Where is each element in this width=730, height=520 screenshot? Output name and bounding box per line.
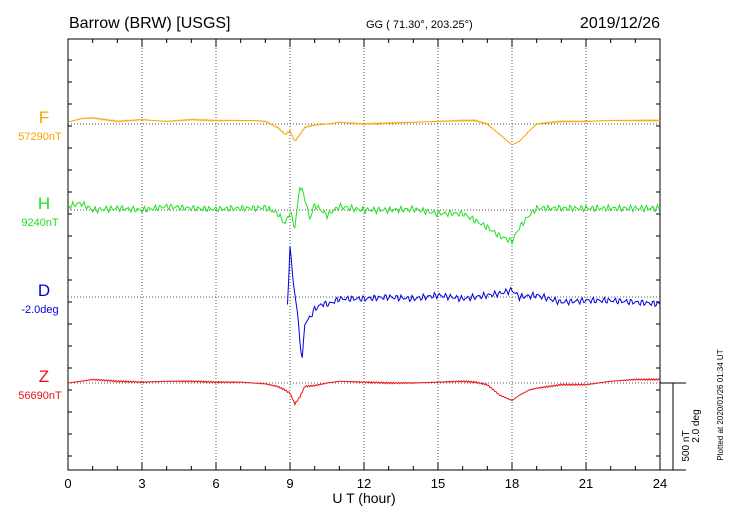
series-baseline-z: 56690nT: [18, 390, 62, 402]
x-tick-label: 3: [138, 476, 145, 491]
series-lines: [67, 116, 661, 407]
plotted-timestamp: Plotted at 2020/01/26 01:34 UT: [716, 349, 725, 460]
scale-nt-label: 500 nT: [681, 430, 692, 461]
axis-ticks: [67, 39, 661, 470]
x-tick-label: 0: [64, 476, 71, 491]
scale-bar: 500 nT 2.0 deg: [660, 382, 702, 471]
series-name-d: D: [38, 281, 50, 300]
series-name-z: Z: [39, 367, 49, 386]
x-tick-label: 12: [357, 476, 371, 491]
series-labels: F 57290nT H 9240nT D -2.0deg Z 56690nT: [18, 108, 62, 402]
scale-deg-label: 2.0 deg: [691, 409, 702, 442]
chart-title: Barrow (BRW) [USGS]: [69, 15, 231, 32]
series-line-z: [68, 378, 661, 407]
coordinates-label: GG ( 71.30°, 203.25°): [366, 19, 473, 31]
series-name-f: F: [39, 108, 49, 127]
x-tick-label: 24: [653, 476, 667, 491]
series-baseline-f: 57290nT: [18, 131, 62, 143]
x-tick-label: 9: [286, 476, 293, 491]
series-line-h: [67, 185, 661, 246]
grid-lines: [141, 39, 587, 470]
date-label: 2019/12/26: [580, 15, 660, 32]
series-line-d: [287, 245, 661, 358]
series-name-h: H: [38, 194, 50, 213]
x-tick-label: 15: [431, 476, 445, 491]
x-tick-labels: 0 3 6 9 12 15 18 21 24: [64, 476, 667, 491]
series-line-f: [67, 116, 661, 146]
x-tick-label: 21: [579, 476, 593, 491]
x-tick-label: 18: [505, 476, 519, 491]
x-axis-label: U T (hour): [332, 490, 395, 506]
series-baseline-d: -2.0deg: [21, 304, 58, 316]
series-baseline-h: 9240nT: [21, 217, 59, 229]
x-tick-label: 6: [212, 476, 219, 491]
